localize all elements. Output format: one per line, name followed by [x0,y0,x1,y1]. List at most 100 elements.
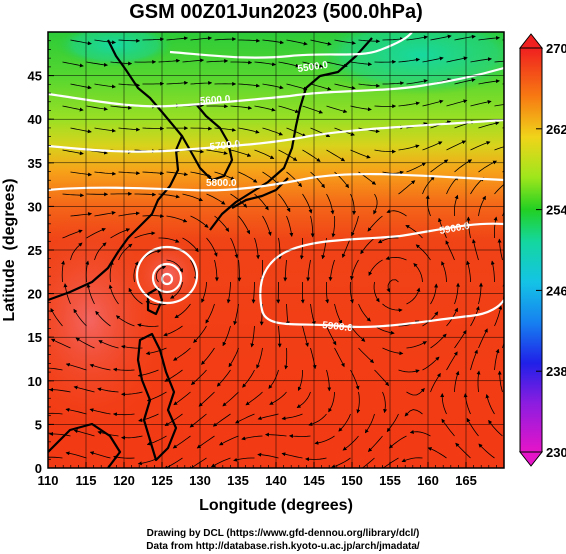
streamline-arrow [360,237,375,255]
streamline-arrow [364,413,375,434]
streamline-arrow [121,391,143,397]
streamline-arrow [453,194,459,217]
streamline-arrow [62,149,84,156]
streamline-arrow [86,228,106,239]
y-tick-label: 15 [28,330,42,345]
contour-5500 [169,32,413,59]
streamline-arrow [278,61,300,68]
x-tick-label: 145 [303,473,325,488]
streamline-arrow [470,349,478,371]
x-axis-title: Longitude (degrees) [199,497,353,514]
streamline-arrow [228,347,239,368]
x-axis: 110 115 120 125 130 135 140 145 150 155 160 165 [38,462,505,488]
credit-line-1: Drawing by DCL (https://www.gfd-dennou.o… [146,528,420,539]
contour-label: 5600.0 [199,94,231,107]
streamline-arrow [326,325,337,346]
streamline-arrow [440,393,447,415]
x-tick-label: 140 [265,473,287,488]
streamline-arrow [406,162,427,173]
colorbar-top-arrow [518,33,544,49]
streamline-arrow [98,340,119,349]
streamline-arrow [357,457,375,468]
korea-coast [181,103,234,182]
streamline-arrow [326,369,332,392]
streamline-arrow [406,35,428,41]
streamline-arrow [386,209,407,217]
streamline-arrow [382,391,388,414]
streamline-arrow [201,281,207,303]
streamline-arrow [302,325,309,347]
streamline-arrow [350,149,371,159]
streamline-arrow [338,413,351,432]
streamline-arrow [430,283,439,305]
streamline-arrow [382,37,405,42]
streamline-arrow [86,105,108,111]
streamline-arrow [425,194,431,217]
streamline-arrow [230,60,253,65]
streamline-arrow [278,149,298,161]
streamline-arrow [306,259,311,282]
streamline-arrow [166,36,189,41]
streamline-arrow [398,101,420,107]
streamline-arrow [166,80,189,85]
teal-region [55,32,175,67]
contour-label: 5900.0 [439,221,471,237]
streamline-arrow [285,303,290,326]
colorbar-tick-label: 254 [546,203,566,218]
x-tick-label: 120 [113,473,135,488]
streamline-arrow [86,283,95,305]
streamline-arrow [190,215,209,228]
height-contours [48,32,504,329]
streamline-arrow [334,347,345,368]
streamline-arrow [142,171,165,176]
streamline-arrow [49,387,71,393]
streamline-arrow [214,127,237,132]
streamline-arrow [238,215,250,235]
streamline-arrow [214,215,230,232]
streamline-arrow [454,34,476,41]
streamline-arrow [94,39,117,45]
streamline-arrow [254,61,277,67]
streamline-arrow [441,261,447,283]
streamline-arrow [401,457,423,463]
streamline-arrow [62,105,84,112]
streamline-arrow [50,338,71,349]
streamline-arrow [97,387,119,393]
streamline-arrow [118,211,140,217]
streamline-arrow [219,435,239,446]
credit-line-2: Data from http://database.rish.kyoto-u.a… [146,541,420,552]
streamline-arrow [494,146,504,151]
streamline-arrow [216,369,231,387]
streamline-arrow [326,105,348,114]
streamline-arrow [65,451,87,459]
colorbar-tick-label: 246 [546,283,566,298]
streamline-arrow [454,282,461,305]
streamline-arrow [233,457,255,462]
streamline-arrow [94,211,116,217]
y-tick-label: 10 [28,374,42,389]
streamline-arrow [205,303,215,324]
streamline-arrow [254,105,276,112]
streamline-arrow [302,193,313,214]
streamline-arrow [398,57,421,63]
streamline-arrow [488,419,503,437]
streamline-arrow [256,347,263,369]
japan-coast [231,177,289,209]
streamline-arrow [351,215,359,237]
streamline-arrow [368,259,383,277]
streamline-arrow [296,391,311,408]
streamline-arrow [331,457,351,468]
streamline-arrow [358,83,381,88]
streamline-arrow [286,127,307,137]
streamline-arrow [48,456,63,459]
streamline-arrow [470,141,491,151]
streamline-arrow [145,301,167,306]
streamline-arrow [170,281,183,299]
streamline-arrow [454,329,467,349]
streamline-arrow [382,81,405,86]
streamline-arrow [374,325,395,335]
streamline-arrow [310,303,316,326]
streamline-arrow [446,351,458,371]
streamline-arrow [182,237,199,253]
streamline-arrow [262,39,284,45]
